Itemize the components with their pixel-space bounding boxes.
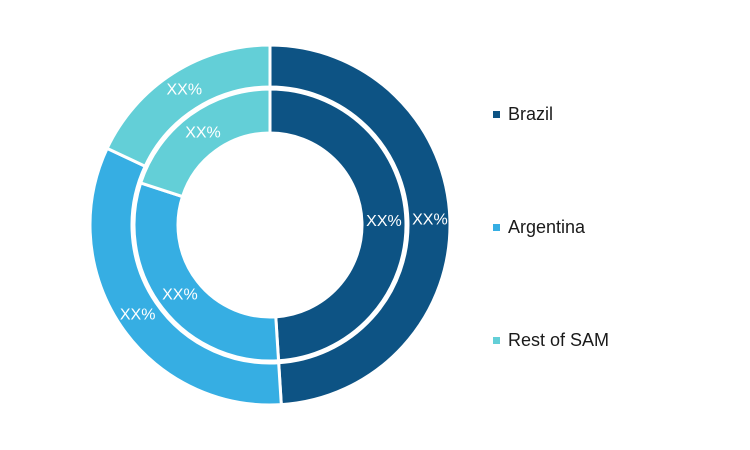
legend-swatch-rest-of-sam: [493, 337, 500, 344]
legend-swatch-brazil: [493, 111, 500, 118]
inner-data-label-argentina: XX%: [162, 286, 198, 303]
legend-label-brazil: Brazil: [508, 104, 554, 124]
legend-item-rest-of-sam: Rest of SAM: [493, 330, 609, 351]
legend-item-argentina: Argentina: [493, 217, 585, 238]
outer-data-label-brazil: XX%: [412, 211, 448, 228]
inner-slice-brazil: [268, 87, 408, 363]
chart-legend: Brazil Argentina Rest of SAM: [493, 0, 743, 450]
legend-label-argentina: Argentina: [508, 217, 586, 237]
outer-slice-rest-of-sam: [105, 43, 272, 169]
outer-slice-brazil: [268, 43, 452, 407]
inner-data-label-rest-of-sam: XX%: [185, 124, 221, 141]
legend-label-rest-of-sam: Rest of SAM: [508, 330, 610, 350]
outer-data-label-argentina: XX%: [120, 306, 156, 323]
legend-swatch-argentina: [493, 224, 500, 231]
legend-item-brazil: Brazil: [493, 104, 553, 125]
inner-data-label-brazil: XX%: [366, 213, 402, 230]
inner-slice-argentina: [132, 181, 281, 363]
outer-data-label-rest-of-sam: XX%: [166, 81, 202, 98]
inner-slice-rest-of-sam: [138, 87, 272, 199]
